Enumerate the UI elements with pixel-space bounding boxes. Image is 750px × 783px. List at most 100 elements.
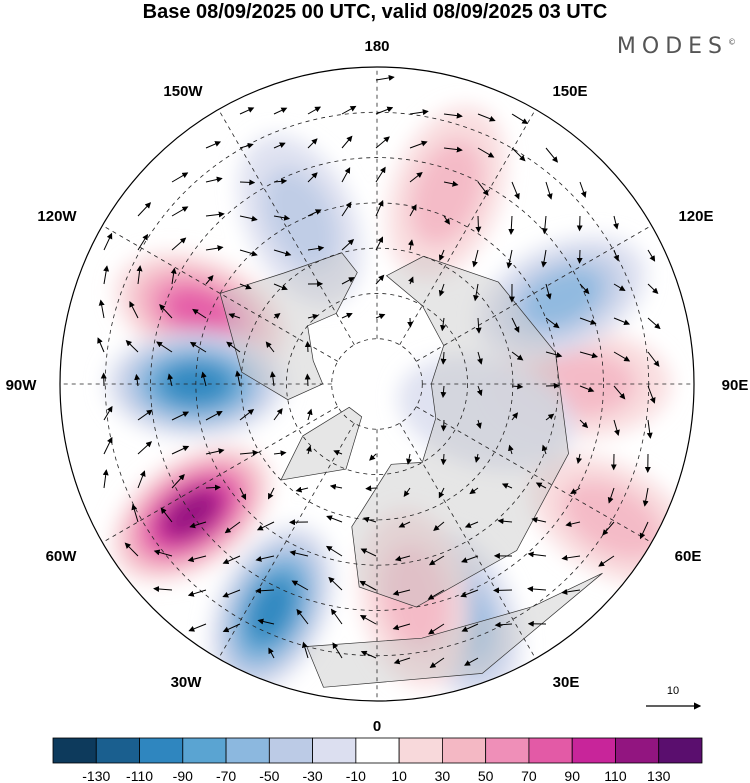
wind-vector-63 <box>273 107 288 115</box>
wind-vector-205 <box>579 181 587 198</box>
wind-vector-217 <box>561 588 581 595</box>
meridian-240 <box>102 225 338 362</box>
wind-vector-21 <box>171 237 187 251</box>
wind-vector-183 <box>511 412 519 421</box>
wind-vector-230 <box>647 283 659 295</box>
wind-vector-24 <box>156 341 173 353</box>
colorbar-cell-14 <box>658 737 703 764</box>
wind-vector-185 <box>501 483 513 489</box>
meridian-120 <box>416 225 652 362</box>
wind-vector-62 <box>222 623 241 633</box>
wind-vector-78 <box>257 618 275 625</box>
wind-vector-57 <box>239 449 259 456</box>
wind-vector-49 <box>239 179 256 186</box>
wind-vector-6 <box>103 436 113 455</box>
wind-vector-201 <box>531 517 547 523</box>
wind-vector-54 <box>226 341 241 353</box>
label-90e: 90E <box>722 377 749 394</box>
wind-vector-178 <box>506 249 513 269</box>
wind-vector-71 <box>269 371 276 387</box>
wind-vector-45 <box>187 589 207 597</box>
wind-vector-180 <box>511 317 520 333</box>
wind-vector-56 <box>239 408 255 421</box>
wind-vector-218 <box>612 215 619 230</box>
wind-vector-64 <box>273 142 286 149</box>
colorbar-tick-4: -50 <box>259 768 279 783</box>
colorbar-tick-5: -30 <box>302 768 322 783</box>
wind-vector-232 <box>647 351 660 367</box>
wind-vector-200 <box>535 482 547 489</box>
colorbar-tick-7: 10 <box>391 768 407 783</box>
wind-vector-82 <box>307 172 318 183</box>
wind-vector-88 <box>304 373 311 387</box>
wind-vector-134 <box>403 487 411 497</box>
wind-vector-30 <box>153 549 173 557</box>
wind-vector-150 <box>440 453 447 466</box>
anomaly-contour-2-5 <box>163 489 220 538</box>
wind-vector-26 <box>171 411 190 421</box>
wind-vector-89 <box>306 408 313 421</box>
map-title: Base 08/09/2025 00 UTC, valid 08/09/2025… <box>142 1 608 23</box>
label-60w: 60W <box>46 548 78 565</box>
wind-vector-36 <box>205 274 214 285</box>
colorbar-cell-7 <box>355 737 400 764</box>
colorbar-cell-10 <box>485 737 530 764</box>
wind-vector-0 <box>103 232 113 251</box>
wind-vector-118 <box>375 313 386 320</box>
wind-vector-141 <box>443 146 463 153</box>
wind-vector-149 <box>440 419 447 432</box>
wind-vector-48 <box>239 142 254 149</box>
latitude-circle-40 <box>150 157 604 611</box>
wind-vector-173 <box>464 657 479 666</box>
label-30e: 30E <box>553 674 580 691</box>
wind-vector-193 <box>541 249 547 268</box>
colorbar-cell-6 <box>312 737 357 764</box>
wind-vector-94 <box>291 580 309 591</box>
wind-vector-83 <box>307 209 322 217</box>
colorbar-cell-5 <box>268 737 314 764</box>
wind-vector-46 <box>188 623 207 632</box>
meridian-330 <box>218 423 355 659</box>
colorbar-tick-3: -70 <box>216 768 236 783</box>
wind-vector-181 <box>511 351 524 361</box>
wind-vector-199 <box>541 444 548 455</box>
colorbar-tick-9: 50 <box>478 768 494 783</box>
wind-vector-203 <box>527 585 547 592</box>
wind-vector-95 <box>296 608 309 625</box>
wind-vector-222 <box>613 351 631 362</box>
landmass-0 <box>219 252 358 401</box>
colorbar-tick-6: -10 <box>346 768 366 783</box>
wind-vector-144 <box>438 249 445 261</box>
wind-vector-15 <box>137 441 153 455</box>
wind-vector-120 <box>365 485 377 492</box>
wind-vector-16 <box>137 470 146 489</box>
wind-vector-72 <box>273 408 283 421</box>
colorbar-tick-13: 130 <box>647 768 671 783</box>
wind-vector-7 <box>102 469 109 489</box>
meridian-210 <box>218 109 355 345</box>
wind-vector-161 <box>472 249 479 268</box>
wind-vector-194 <box>545 283 552 300</box>
colorbar-tick-2: -90 <box>173 768 193 783</box>
wind-vector-123 <box>359 580 377 591</box>
wind-vector-160 <box>475 215 482 233</box>
wind-vector-214 <box>570 487 581 494</box>
wind-vectors <box>97 74 661 669</box>
wind-vector-158 <box>477 147 495 158</box>
wind-vector-151 <box>438 487 445 499</box>
wind-vector-69 <box>273 313 281 320</box>
wind-vector-139 <box>393 657 411 665</box>
colorbar-cell-13 <box>615 737 660 764</box>
wind-vector-75 <box>256 521 275 531</box>
colorbar-cell-9 <box>441 737 487 764</box>
colorbar-cell-2 <box>139 737 184 764</box>
wind-vector-76 <box>255 555 275 562</box>
anomaly-contour-11-0 <box>398 356 575 471</box>
wind-vector-8 <box>137 202 152 217</box>
wind-vector-60 <box>222 555 241 564</box>
wind-vector-28 <box>171 473 185 489</box>
wind-vector-33 <box>205 176 223 183</box>
wind-vector-107 <box>325 545 343 557</box>
wind-vector-67 <box>273 249 292 257</box>
wind-vector-80 <box>307 106 322 115</box>
